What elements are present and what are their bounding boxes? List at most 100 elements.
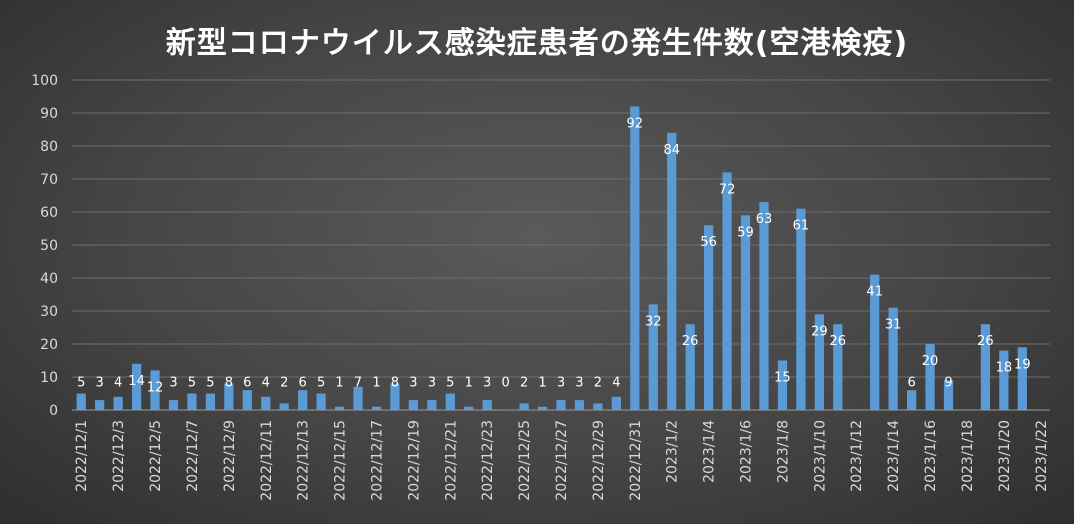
data-label: 26 [682,334,699,349]
data-label: 1 [465,376,473,391]
data-label: 5 [317,376,325,391]
data-label: 63 [756,212,773,227]
x-tick-label: 2022/12/23 [480,420,496,501]
bar [925,344,935,410]
x-tick-label: 2023/1/10 [812,420,828,492]
x-tick-label: 2022/12/19 [406,420,422,501]
x-tick-label: 2022/12/15 [333,420,349,501]
bar [408,400,418,410]
x-tick-label: 2023/1/2 [665,420,681,483]
data-label: 4 [262,376,270,391]
bar [704,225,714,410]
data-label: 3 [575,376,583,391]
y-tick-label: 100 [31,73,58,89]
bar [1017,347,1027,410]
x-tick-label: 2023/1/16 [923,420,939,492]
y-axis: 0 10 20 30 40 50 60 70 80 90 100 [31,73,58,419]
data-label: 5 [188,376,196,391]
x-tick-label: 2022/12/25 [517,420,533,501]
y-tick-label: 90 [40,106,58,122]
bar [759,202,769,410]
data-label: 20 [922,354,939,369]
bar [482,400,492,410]
y-tick-label: 10 [40,370,58,386]
x-tick-label: 2022/12/1 [74,420,90,492]
y-tick-label: 80 [40,139,58,155]
data-label: 6 [299,376,307,391]
data-label: 3 [483,376,491,391]
data-label: 8 [391,376,399,391]
x-tick-label: 2022/12/11 [259,420,275,501]
data-label: 3 [428,376,436,391]
bar [298,390,308,410]
data-label: 72 [719,182,736,197]
bar [95,400,105,410]
bars [76,106,1027,411]
data-label: 3 [169,376,177,391]
bar [242,390,252,410]
bar [814,314,824,410]
bar [740,215,751,410]
data-label: 5 [206,376,214,391]
bar [943,380,954,410]
bar [796,208,806,410]
y-tick-label: 30 [40,304,58,320]
data-label: 3 [96,376,104,391]
x-axis: 2022/12/1 2022/12/3 2022/12/5 2022/12/7 2022… [72,409,1050,501]
x-tick-label: 2023/1/18 [960,420,976,492]
data-label: 5 [446,376,454,391]
x-tick-label: 2023/1/14 [886,420,902,492]
bar [464,406,474,410]
data-label: 1 [335,376,343,391]
bar [667,132,677,411]
data-label: 14 [128,374,145,389]
data-label: 19 [1014,357,1031,372]
data-label: 1 [538,376,546,391]
data-labels: 5 3 4 14 12 3 5 5 8 6 4 2 6 5 1 7 1 8 3 3 5 1 3 0 2 1 3 3 2 492328426… [77,116,1031,395]
data-label: 6 [907,376,915,391]
data-label: 84 [663,143,680,158]
bar [427,400,437,410]
x-tick-label: 2023/1/8 [775,420,791,483]
bar [999,350,1009,410]
bar [685,324,695,410]
bar [537,406,548,410]
data-label: 29 [811,324,828,339]
data-label: 8 [225,376,233,391]
bar [279,403,289,410]
x-tick-label: 2022/12/7 [185,420,201,492]
bar [574,400,585,410]
bar [205,393,216,410]
data-label: 41 [866,285,883,300]
x-tick-label: 2022/12/31 [628,420,644,501]
x-tick-label: 2022/12/5 [148,420,164,492]
x-tick-label: 2023/1/4 [702,420,718,483]
data-label: 92 [627,116,644,131]
bar [131,363,142,410]
data-label: 2 [280,376,288,391]
y-tick-label: 0 [49,403,58,419]
bar [980,324,991,410]
bar [906,390,917,410]
bar [722,172,732,410]
data-label: 2 [520,376,528,391]
bar [113,396,123,410]
y-tick-label: 70 [40,172,58,188]
x-tick-label: 2022/12/3 [111,420,127,492]
data-label: 0 [502,376,510,391]
bar [224,383,234,410]
data-label: 18 [996,361,1013,376]
data-label: 9 [944,376,952,391]
data-label: 32 [645,314,662,329]
x-tick-label: 2022/12/13 [296,420,312,501]
y-tick-label: 20 [40,337,58,353]
bar [445,393,455,410]
bar [630,106,640,411]
x-tick-label: 2022/12/29 [591,420,607,501]
data-label: 2 [594,376,602,391]
bar [870,274,880,410]
bar [334,406,345,410]
data-label: 3 [409,376,417,391]
bar [168,400,179,410]
